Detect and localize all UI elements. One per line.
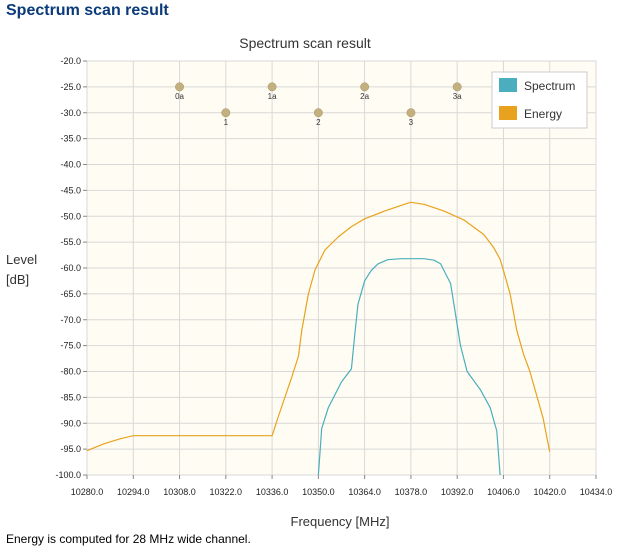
channel-marker-2a bbox=[360, 82, 370, 92]
channel-marker-1 bbox=[221, 108, 231, 118]
y-tick-label: -70.0 bbox=[60, 315, 81, 325]
series-line-spectrum bbox=[317, 258, 501, 476]
channel-marker-3a bbox=[452, 82, 462, 92]
y-tick-label: -35.0 bbox=[60, 134, 81, 144]
x-tick-label: 10322.0 bbox=[210, 487, 243, 497]
channel-label-2: 2 bbox=[316, 118, 321, 127]
y-tick-label: -45.0 bbox=[60, 185, 81, 195]
y-tick-label: -55.0 bbox=[60, 237, 81, 247]
footnote: Energy is computed for 28 MHz wide chann… bbox=[6, 532, 251, 546]
channel-label-3: 3 bbox=[409, 118, 414, 127]
grid bbox=[86, 60, 597, 476]
y-tick-label: -40.0 bbox=[60, 160, 81, 170]
legend-label-energy: Energy bbox=[524, 107, 562, 121]
channel-marker-0a bbox=[175, 82, 184, 92]
series-lines bbox=[86, 201, 551, 476]
y-tick-label: -25.0 bbox=[60, 82, 81, 92]
legend: Spectrum Energy bbox=[491, 71, 588, 129]
y-axis-ticks: -20.0 -25.0 -30.0 -35.0 -40.0 -45.0 -50.0 -55.0… bbox=[55, 56, 87, 480]
y-tick-label: -65.0 bbox=[60, 289, 81, 299]
x-tick-label: 10392.0 bbox=[441, 487, 474, 497]
y-tick-label: -30.0 bbox=[60, 108, 81, 118]
x-tick-label: 10336.0 bbox=[256, 487, 289, 497]
y-axis-label-line2: [dB] bbox=[6, 272, 29, 287]
x-tick-label: 10378.0 bbox=[395, 487, 428, 497]
legend-label-spectrum: Spectrum bbox=[524, 79, 575, 93]
y-axis-label-line1: Level bbox=[6, 252, 37, 267]
x-tick-label: 10308.0 bbox=[163, 487, 196, 497]
channel-marker-1a bbox=[267, 82, 277, 92]
y-tick-label: -80.0 bbox=[60, 367, 81, 377]
channel-markers: 0a 1 1a 2 2a 3 3a bbox=[175, 82, 462, 127]
page-title: Spectrum scan result bbox=[6, 2, 169, 19]
chart-title: Spectrum scan result bbox=[239, 35, 371, 51]
x-tick-label: 10434.0 bbox=[580, 487, 613, 497]
y-tick-label: -85.0 bbox=[60, 392, 81, 402]
legend-swatch-spectrum bbox=[499, 78, 517, 92]
x-tick-label: 10350.0 bbox=[302, 487, 335, 497]
channel-label-3a: 3a bbox=[453, 92, 462, 101]
channel-marker-3 bbox=[406, 108, 416, 118]
x-tick-label: 10406.0 bbox=[487, 487, 520, 497]
y-tick-label: -20.0 bbox=[60, 56, 81, 66]
y-tick-label: -90.0 bbox=[60, 418, 81, 428]
channel-label-0a: 0a bbox=[175, 92, 184, 101]
x-axis-ticks: 10280.0 10294.0 10308.0 10322.0 10336.0 10350… bbox=[71, 475, 613, 497]
x-tick-label: 10294.0 bbox=[117, 487, 150, 497]
series-line-energy bbox=[86, 201, 551, 452]
spectrum-chart: Spectrum scan result -20.0 -25.0 -30.0 -35.… bbox=[6, 35, 613, 529]
y-tick-label: -50.0 bbox=[60, 211, 81, 221]
x-tick-label: 10420.0 bbox=[533, 487, 566, 497]
channel-label-1: 1 bbox=[224, 118, 229, 127]
channel-label-1a: 1a bbox=[268, 92, 277, 101]
legend-swatch-energy bbox=[499, 106, 517, 120]
channel-marker-2 bbox=[313, 108, 323, 118]
channel-label-2a: 2a bbox=[360, 92, 369, 101]
y-tick-label: -60.0 bbox=[60, 263, 81, 273]
x-axis-label: Frequency [MHz] bbox=[291, 514, 390, 529]
y-tick-label: -95.0 bbox=[60, 444, 81, 454]
y-tick-label: -75.0 bbox=[60, 341, 81, 351]
y-tick-label: -100.0 bbox=[55, 470, 81, 480]
x-tick-label: 10364.0 bbox=[348, 487, 381, 497]
x-tick-label: 10280.0 bbox=[71, 487, 104, 497]
